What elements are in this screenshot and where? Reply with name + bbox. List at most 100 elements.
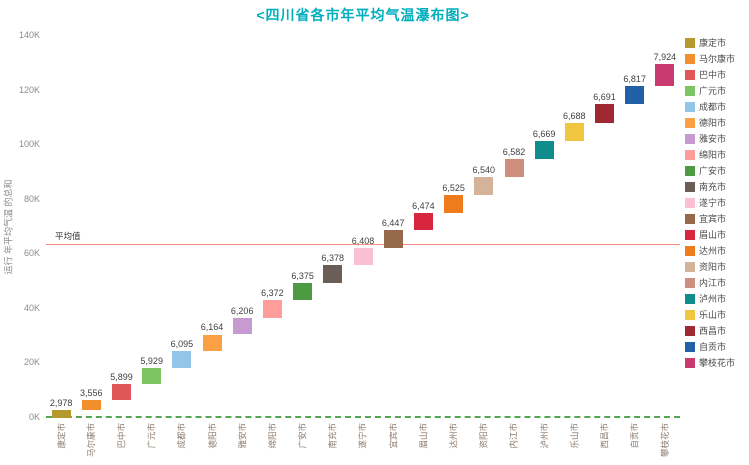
x-axis-tick-text: 遂宁市	[357, 423, 368, 449]
waterfall-bar[interactable]	[655, 64, 675, 86]
legend-item[interactable]: 内江市	[685, 278, 749, 288]
x-axis-tick-label: 南充市	[318, 420, 348, 465]
legend-item[interactable]: 达州市	[685, 246, 749, 256]
legend-swatch	[685, 230, 695, 240]
waterfall-bar[interactable]	[81, 400, 101, 410]
waterfall-bar[interactable]	[353, 247, 373, 266]
x-axis-tick-text: 眉山市	[418, 423, 429, 449]
legend-item[interactable]: 眉山市	[685, 230, 749, 240]
waterfall-bar[interactable]	[444, 194, 464, 213]
legend-item[interactable]: 自贡市	[685, 342, 749, 352]
waterfall-bar[interactable]	[323, 265, 343, 283]
bar-value-label: 6,691	[593, 92, 616, 103]
legend-label: 马尔康市	[699, 54, 736, 64]
x-axis-tick-label: 眉山市	[408, 420, 438, 465]
bar-value-label: 7,924	[653, 52, 677, 63]
waterfall-bar[interactable]	[413, 212, 433, 231]
bar-value-label: 6,582	[502, 147, 526, 157]
waterfall-bar[interactable]	[564, 122, 584, 141]
legend-label: 南充市	[699, 182, 727, 192]
legend-item[interactable]: 康定市	[685, 38, 749, 48]
x-axis-tick-label: 马尔康市	[76, 420, 106, 465]
waterfall-bar[interactable]	[534, 140, 554, 159]
bar-value-label: 3,556	[80, 388, 103, 399]
x-axis-tick-text: 雅安市	[237, 423, 248, 449]
legend-item[interactable]: 资阳市	[685, 262, 749, 272]
waterfall-bar[interactable]	[112, 384, 131, 401]
bar-value-label: 5,929	[140, 355, 163, 366]
legend-item[interactable]: 广元市	[685, 86, 749, 96]
legend-swatch	[685, 86, 695, 96]
legend-item[interactable]: 南充市	[685, 182, 749, 192]
legend-swatch	[685, 262, 695, 272]
x-axis-tick-label: 广安市	[288, 420, 318, 465]
legend-swatch	[685, 70, 695, 80]
waterfall-bar[interactable]	[142, 367, 162, 385]
x-axis-tick-text: 康定市	[56, 423, 67, 449]
legend-label: 达州市	[699, 246, 727, 256]
waterfall-bar[interactable]	[293, 282, 313, 301]
legend-item[interactable]: 马尔康市	[685, 54, 749, 64]
legend-item[interactable]: 巴中市	[685, 70, 749, 80]
x-axis-tick-text: 德阳市	[207, 423, 218, 449]
bar-value-label: 6,447	[381, 218, 405, 229]
waterfall-bar[interactable]	[504, 158, 524, 177]
legend-swatch	[685, 342, 695, 352]
x-axis-tick-label: 资阳市	[469, 420, 499, 465]
bar-value-label: 6,206	[230, 305, 254, 316]
x-axis-tick-label: 乐山市	[559, 420, 589, 465]
legend-item[interactable]: 绵阳市	[685, 150, 749, 160]
waterfall-bar[interactable]	[232, 317, 252, 335]
legend-item[interactable]: 宜宾市	[685, 214, 749, 224]
y-axis-ticks: 0K 20K 40K 60K 80K 100K 120K 140K	[0, 30, 40, 422]
legend-item[interactable]: 德阳市	[685, 118, 749, 128]
legend-swatch	[685, 358, 695, 368]
legend-item[interactable]: 广安市	[685, 166, 749, 176]
legend-label: 绵阳市	[699, 150, 727, 160]
bar-value-label: 6,164	[200, 322, 224, 333]
x-axis-tick-text: 成都市	[176, 423, 187, 449]
legend-item[interactable]: 成都市	[685, 102, 749, 112]
x-axis-tick-text: 乐山市	[569, 423, 580, 449]
legend-label: 巴中市	[699, 70, 727, 80]
legend-swatch	[685, 54, 695, 64]
legend-swatch	[685, 102, 695, 112]
waterfall-bar[interactable]	[51, 409, 71, 418]
waterfall-bar[interactable]	[202, 334, 222, 352]
legend-swatch	[685, 294, 695, 304]
y-axis-tick-label: 140K	[18, 30, 40, 40]
waterfall-bar[interactable]	[262, 300, 282, 318]
waterfall-bar[interactable]	[383, 230, 403, 248]
x-axis-tick-label: 内江市	[499, 420, 529, 465]
waterfall-bar[interactable]	[595, 104, 614, 123]
bar-value-label: 6,408	[351, 235, 375, 246]
bar-value-label: 6,095	[170, 339, 194, 350]
waterfall-bar[interactable]	[474, 177, 494, 195]
legend-label: 泸州市	[699, 294, 727, 304]
legend-item[interactable]: 雅安市	[685, 134, 749, 144]
y-axis-tick-label: 80K	[23, 193, 40, 204]
x-axis-tick-label: 绵阳市	[257, 420, 287, 465]
legend-swatch	[685, 150, 695, 160]
x-axis-tick-text: 自贡市	[629, 423, 640, 449]
x-axis-tick-text: 资阳市	[478, 423, 489, 449]
legend-label: 西昌市	[699, 326, 727, 336]
waterfall-bar[interactable]	[625, 85, 645, 105]
x-axis-tick-label: 自贡市	[620, 420, 650, 465]
legend-label: 眉山市	[699, 230, 727, 240]
legend-item[interactable]: 乐山市	[685, 310, 749, 320]
y-axis-tick-label: 0K	[28, 412, 40, 422]
legend-label: 自贡市	[699, 342, 727, 352]
x-axis-tick-label: 巴中市	[106, 420, 136, 465]
legend-label: 乐山市	[699, 310, 727, 320]
x-axis-tick-text: 泸州市	[539, 423, 550, 449]
legend-label: 德阳市	[699, 118, 727, 128]
legend-item[interactable]: 泸州市	[685, 294, 749, 304]
x-axis-tick-text: 广安市	[297, 423, 308, 449]
x-axis-tick-label: 成都市	[167, 420, 197, 465]
legend-item[interactable]: 西昌市	[685, 326, 749, 336]
legend-item[interactable]: 攀枝花市	[685, 358, 749, 368]
legend-item[interactable]: 遂宁市	[685, 198, 749, 208]
waterfall-bar[interactable]	[172, 351, 192, 368]
